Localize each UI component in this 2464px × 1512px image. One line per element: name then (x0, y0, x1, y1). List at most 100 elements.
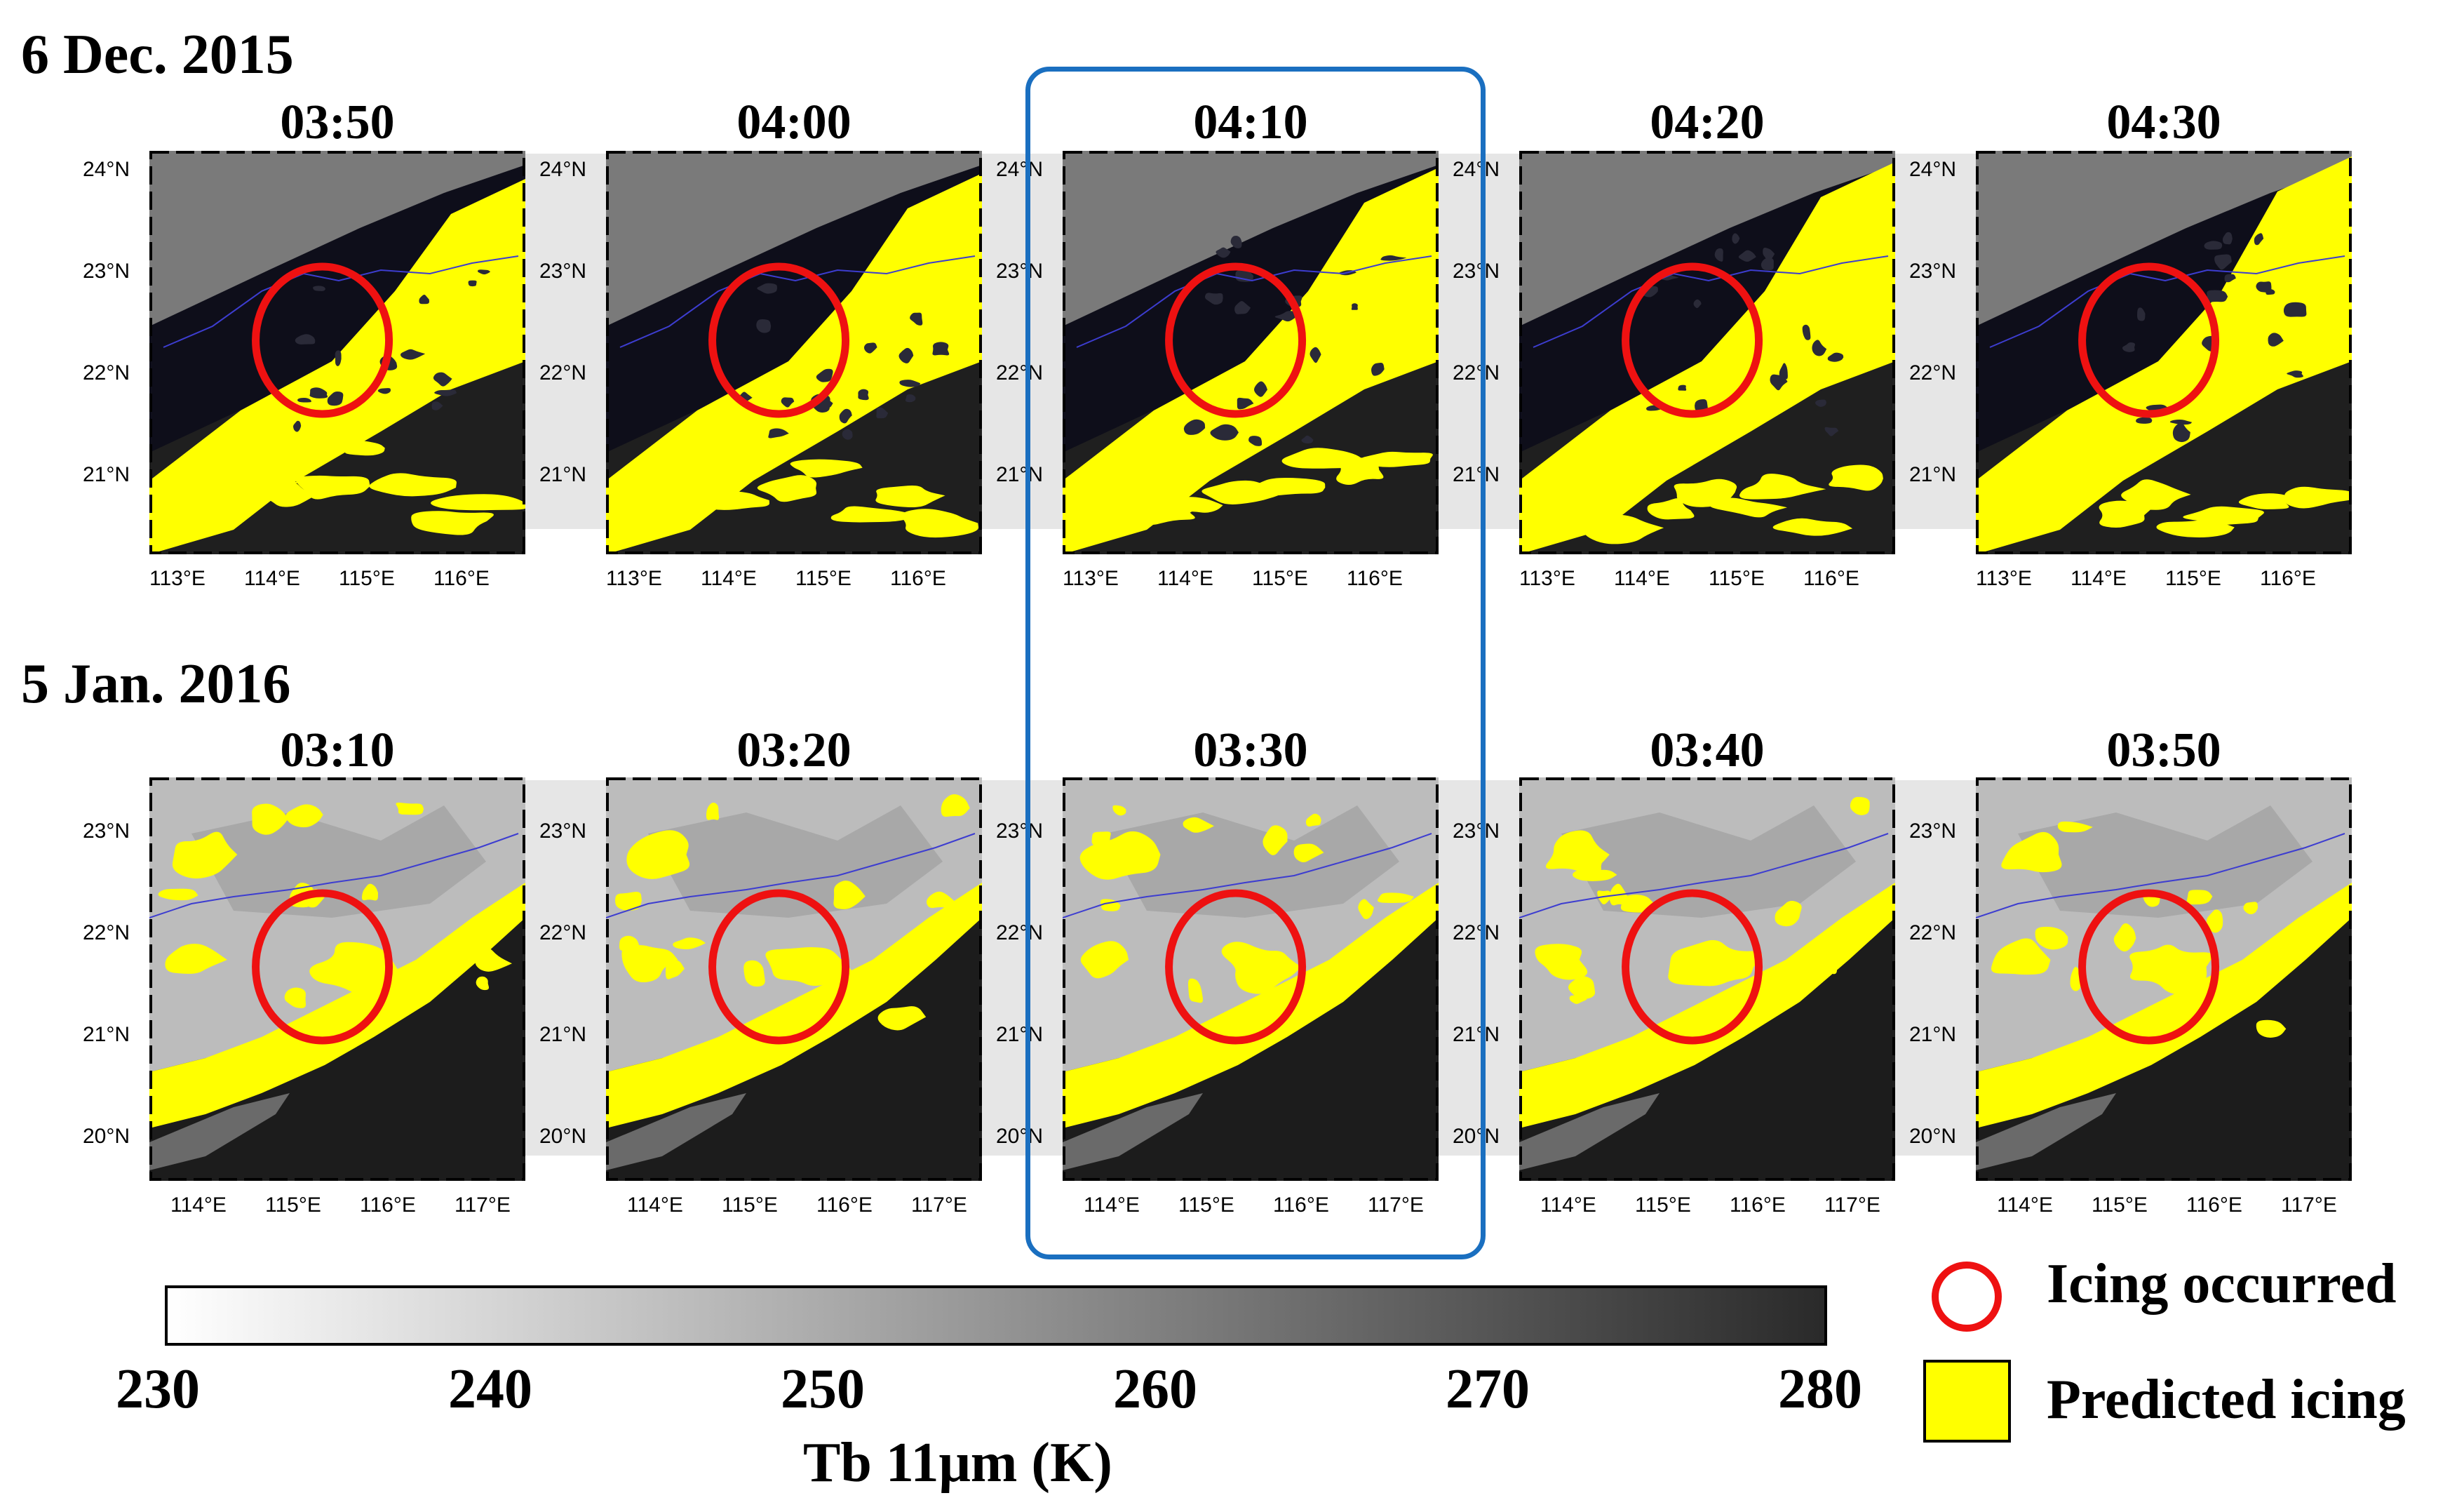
longitude-label: 116°E (890, 567, 946, 590)
longitude-label: 115°E (265, 1193, 321, 1217)
latitude-label: 21°N (539, 1023, 587, 1046)
satellite-map-r2-c1 (149, 777, 525, 1181)
latitude-label: 22°N (539, 361, 587, 384)
icing-occurred-circle (708, 262, 850, 418)
latitude-label: 22°N (83, 361, 130, 384)
icing-occurred-circle (1622, 889, 1763, 1045)
cloud-speckle (1234, 301, 1251, 314)
latitude-label: 21°N (1453, 1023, 1500, 1046)
latitude-label: 23°N (539, 819, 587, 843)
predicted-icing-patch (309, 942, 402, 994)
time-label: 03:50 (280, 95, 395, 149)
legend-predicted-icing: Predicted icing (2047, 1369, 2406, 1431)
satellite-map-r1-c3 (1063, 151, 1439, 554)
satellite-map-r1-c2 (606, 151, 982, 554)
panel-gap (1439, 154, 1519, 529)
cloud-speckle (1310, 347, 1321, 363)
latitude-label: 24°N (1909, 158, 1957, 181)
cloud-speckle (910, 312, 923, 326)
cloud-speckle (768, 428, 789, 439)
predicted-icing-patch (1597, 890, 1612, 904)
predicted-icing-patch (361, 883, 378, 901)
longitude-label: 116°E (1273, 1193, 1329, 1217)
coastline (619, 255, 976, 348)
predicted-icing-patch (1378, 892, 1414, 904)
predicted-icing-patch (765, 946, 858, 986)
predicted-icing-patch (1221, 942, 1302, 994)
map-panel (1976, 777, 2352, 1181)
latitude-label: 22°N (539, 921, 587, 944)
coastline (149, 833, 519, 918)
cloud-speckle (295, 334, 316, 344)
map-panel (1519, 151, 1895, 554)
predicted-icing-patch (2035, 926, 2068, 950)
time-label: 03:40 (1650, 723, 1765, 777)
latitude-label: 20°N (83, 1125, 130, 1148)
cloud-speckle (858, 389, 869, 401)
predicted-icing-patch (369, 473, 457, 497)
longitude-label: 116°E (433, 567, 490, 590)
latitude-label: 24°N (996, 158, 1044, 181)
map-panel (149, 151, 525, 554)
longitude-label: 113°E (149, 567, 206, 590)
cloud-speckle (899, 380, 921, 387)
time-label: 04:10 (1193, 95, 1308, 149)
panel-gap (982, 154, 1063, 529)
icing-occurred-circle (1165, 262, 1307, 418)
map-panel (1063, 777, 1439, 1181)
cloud-speckle (816, 368, 833, 382)
icing-occurred-circle (252, 262, 393, 418)
cloud-speckle (1779, 363, 1788, 380)
cloud-speckle (2222, 232, 2233, 245)
colorbar-tick-label: 240 (448, 1358, 532, 1420)
predicted-icing-patch (665, 959, 685, 979)
latitude-label: 20°N (1909, 1125, 1957, 1148)
map-panel (1519, 777, 1895, 1181)
cloud-speckle (876, 407, 889, 419)
predicted-icing-patch (1772, 518, 1853, 536)
cloud-speckle (1204, 293, 1223, 305)
cloud-speckle (1380, 255, 1407, 261)
predicted-icing-patch (1568, 976, 1596, 999)
predicted-icing-area (1519, 162, 1895, 554)
cloud-speckle (1237, 397, 1254, 410)
latitude-label: 21°N (996, 463, 1044, 486)
predicted-icing-patch (901, 509, 979, 538)
cloud-speckle (309, 391, 328, 399)
panel-gap (1895, 780, 1976, 1156)
map-frame (1976, 151, 2352, 554)
predicted-icing-area (1976, 883, 2352, 1128)
latitude-label: 24°N (1453, 158, 1500, 181)
predicted-icing-patch (252, 803, 289, 835)
latitude-label: 22°N (996, 921, 1044, 944)
cloud-edge (1519, 1093, 1660, 1170)
predicted-icing-patch (790, 459, 863, 478)
cloud-speckle (1301, 435, 1314, 443)
coastline (606, 833, 976, 918)
icing-occurred-circle (252, 889, 393, 1045)
longitude-label: 114°E (1997, 1193, 2053, 1217)
time-label: 03:50 (2106, 723, 2221, 777)
cloud-speckle (1738, 250, 1756, 262)
icing-occurred-circle (1165, 889, 1307, 1045)
cloud-speckle (327, 391, 344, 406)
cloud-speckle (756, 319, 772, 333)
predicted-icing-patch (833, 881, 866, 909)
map-panel (1976, 151, 2352, 554)
longitude-label: 114°E (1084, 1193, 1140, 1217)
cloud-speckle (1761, 257, 1774, 271)
date-title-row2: 5 Jan. 2016 (21, 653, 291, 715)
latitude-label: 22°N (1909, 361, 1957, 384)
cloud-speckle (1351, 303, 1358, 310)
latitude-label: 23°N (996, 260, 1044, 283)
longitude-label: 114°E (244, 567, 300, 590)
cloud-speckle (2136, 417, 2153, 424)
longitude-label: 113°E (606, 567, 662, 590)
longitude-label: 113°E (1976, 567, 2032, 590)
predicted-icing-patch (1647, 498, 1695, 520)
colorbar (165, 1285, 1827, 1346)
predicted-icing-area (1519, 883, 1895, 1128)
latitude-label: 21°N (539, 463, 587, 486)
predicted-icing-patch (2129, 944, 2213, 995)
longitude-label: 116°E (1347, 567, 1403, 590)
